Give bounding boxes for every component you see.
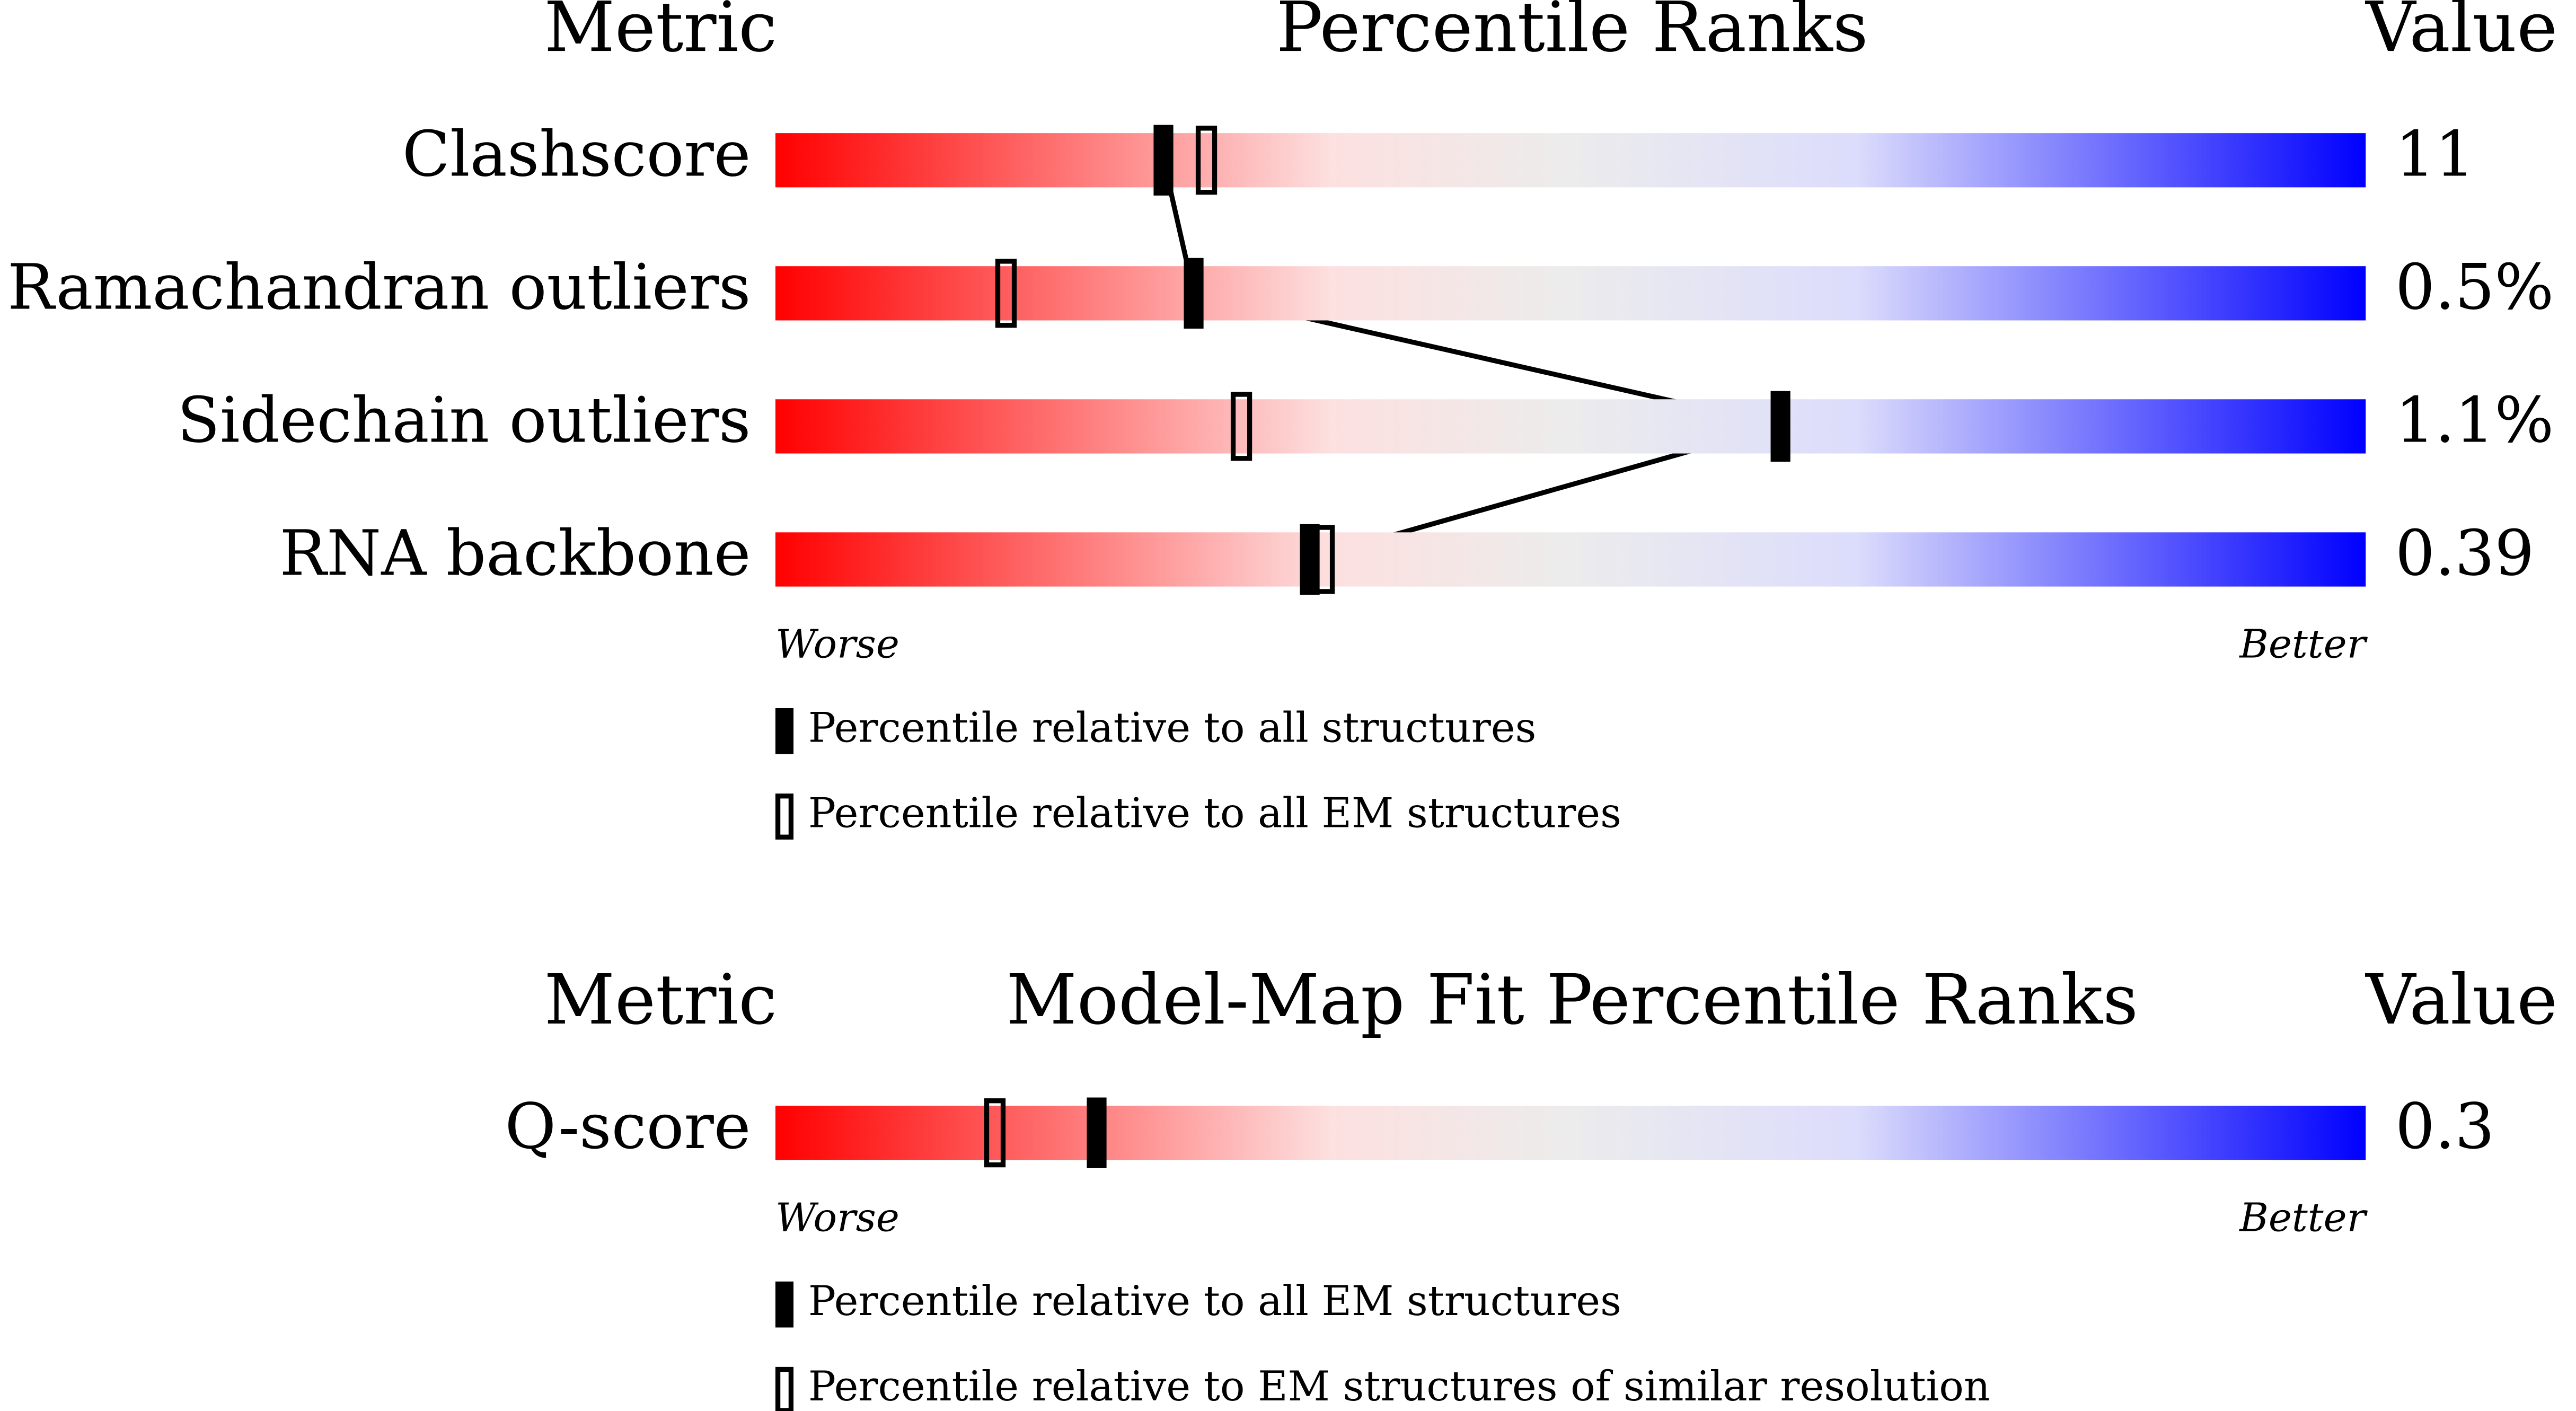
header-metric: Metric bbox=[544, 959, 777, 1040]
metric-value: 1.1% bbox=[2395, 384, 2554, 456]
metric-label: Clashscore bbox=[402, 118, 751, 190]
metric-value: 0.3 bbox=[2395, 1090, 2494, 1163]
legend-open: Percentile relative to all EM structures bbox=[808, 790, 1621, 837]
worse-label: Worse bbox=[775, 621, 899, 667]
metric-value: 0.5% bbox=[2395, 251, 2554, 323]
marker-filled bbox=[1184, 258, 1204, 329]
legend-open: Percentile relative to EM structures of … bbox=[808, 1363, 1990, 1410]
percentile-bar bbox=[775, 266, 2366, 321]
connector-line bbox=[1161, 158, 1781, 561]
marker-filled bbox=[1087, 1097, 1107, 1168]
legend-filled: Percentile relative to all EM structures bbox=[808, 1277, 1621, 1325]
marker-filled bbox=[1153, 125, 1174, 196]
marker-open bbox=[984, 1098, 1006, 1168]
marker-filled bbox=[1300, 524, 1320, 595]
percentile-bar bbox=[775, 399, 2366, 454]
metric-value: 11 bbox=[2395, 118, 2475, 190]
legend-open-icon bbox=[775, 793, 794, 840]
better-label: Better bbox=[2238, 1194, 2368, 1240]
percentile-bar bbox=[775, 532, 2366, 587]
marker-open bbox=[1230, 392, 1252, 461]
percentile-bar bbox=[775, 1106, 2366, 1160]
metric-label: RNA backbone bbox=[280, 517, 751, 589]
marker-open bbox=[1195, 126, 1218, 195]
legend-filled-icon bbox=[775, 708, 794, 754]
header-title: Model-Map Fit Percentile Ranks bbox=[1006, 959, 2138, 1040]
header-metric: Metric bbox=[544, 0, 777, 67]
metric-label: Ramachandran outliers bbox=[7, 251, 751, 323]
legend-filled-icon bbox=[775, 1281, 794, 1328]
legend-open-icon bbox=[775, 1366, 794, 1411]
marker-filled bbox=[1770, 391, 1790, 462]
header-value: Value bbox=[2365, 959, 2557, 1040]
metric-label: Sidechain outliers bbox=[177, 384, 751, 456]
header-title: Percentile Ranks bbox=[1276, 0, 1868, 67]
header-value: Value bbox=[2365, 0, 2557, 67]
legend-filled: Percentile relative to all structures bbox=[808, 704, 1536, 752]
percentile-bar bbox=[775, 133, 2366, 188]
metric-value: 0.39 bbox=[2395, 517, 2534, 589]
worse-label: Worse bbox=[775, 1194, 899, 1240]
marker-open bbox=[995, 259, 1017, 328]
metric-label: Q-score bbox=[505, 1090, 751, 1163]
better-label: Better bbox=[2238, 621, 2368, 667]
